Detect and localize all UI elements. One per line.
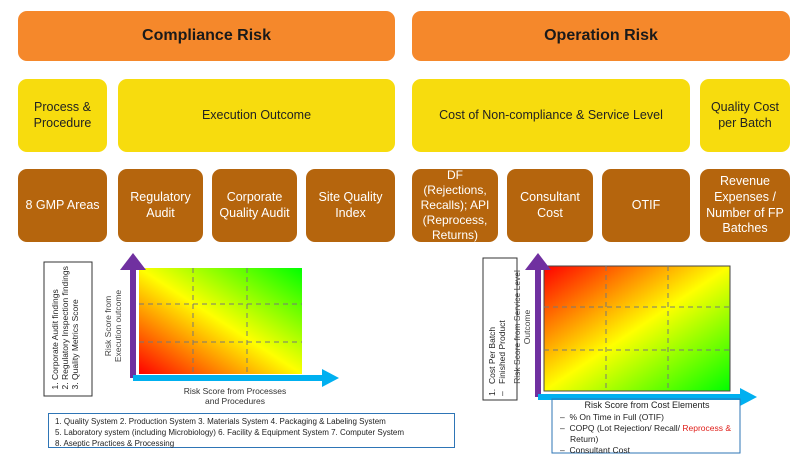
df-api-box: DF (Rejections, Recalls); API (Reprocess… [412,168,498,242]
right-y-arrowhead [525,253,551,270]
gmp-areas-legend: 1. Quality System 2. Production System 3… [48,413,455,448]
right-grid [544,266,730,391]
left-y-arrowhead [120,253,146,270]
compliance-risk-header: Compliance Risk [18,11,395,61]
quality-cost-box: Quality Cost per Batch [700,79,790,152]
right-y-list-item: Cost Per Batch [487,326,497,384]
right-y-axis-label: Risk Score from Service Level Outcome [512,270,533,384]
left-y-list-item: Regulatory Inspection findings [60,264,70,380]
regulatory-audit-label: Regulatory Audit [130,189,191,220]
regulatory-audit-box: Regulatory Audit [118,169,203,242]
cost-legend-item: – Consultant Cost [560,444,630,455]
site-quality-box: Site Quality Index [306,169,395,242]
quality-cost-label: Quality Cost per Batch [710,99,780,130]
cost-elements-legend: Risk Score from Cost Elements – % On Tim… [556,400,738,456]
gmp-legend-line: 5. Laboratory system (including Microbio… [55,428,405,438]
gmp-legend-line: 1. Quality System 2. Production System 3… [55,417,386,426]
gmp-areas-label: 8 GMP Areas [25,197,100,212]
left-y-axis-label: Risk Score from Execution outcome [103,289,124,363]
consultant-cost-label: Consultant Cost [520,189,580,220]
cost-legend-item: – % On Time in Full (OTIF) [560,411,664,422]
site-quality-label: Site Quality Index [318,189,383,220]
cost-noncompliance-label: Cost of Non-compliance & Service Level [439,107,663,122]
left-grid [139,268,302,374]
right-risk-gradient [543,265,731,392]
cost-legend-item: – COPQ (Lot Rejection/ Recall/ Reprocess… [560,422,732,444]
right-y-list-item: Finished Product [497,320,508,384]
left-y-list-frame [43,261,93,397]
gmp-legend-line: 8. Aseptic Practices & Processing [55,439,175,449]
consultant-cost-box: Consultant Cost [507,169,593,242]
compliance-risk-title: Compliance Risk [142,27,271,44]
left-y-list-item: Quality Metrics Score [70,264,80,380]
otif-label: OTIF [631,197,661,212]
process-procedure-label: Process & Procedure [33,99,92,130]
execution-outcome-box: Execution Outcome [118,79,395,152]
operation-risk-title: Operation Risk [544,27,658,44]
cost-legend-title: Risk Score from Cost Elements [584,400,710,410]
left-y-list-item: Corporate Audit findings [50,264,60,380]
corporate-audit-box: Corporate Quality Audit [212,169,297,242]
right-y-list-frame [482,257,518,401]
left-risk-gradient [139,268,302,374]
operation-risk-header: Operation Risk [412,11,790,61]
corporate-audit-label: Corporate Quality Audit [219,189,290,220]
df-api-label: DF (Rejections, Recalls); API (Reprocess… [420,168,490,242]
otif-box: OTIF [602,169,690,242]
right-y-list: 1. Cost Per Batch – Finished Product [487,320,508,396]
revenue-expenses-label: Revenue Expenses / Number of FP Batches [706,174,784,236]
execution-outcome-label: Execution Outcome [201,107,312,122]
gmp-areas-box: 8 GMP Areas [18,169,107,242]
cost-legend-frame [551,398,741,454]
process-procedure-box: Process & Procedure [18,79,107,152]
revenue-expenses-box: Revenue Expenses / Number of FP Batches [700,169,790,242]
cost-noncompliance-box: Cost of Non-compliance & Service Level [412,79,690,152]
left-y-list: Corporate Audit findings Regulatory Insp… [50,264,81,392]
left-x-axis-label: Risk Score from Processes and Procedures [183,386,287,407]
left-x-arrowhead [322,369,339,387]
right-x-arrowhead [740,388,757,406]
